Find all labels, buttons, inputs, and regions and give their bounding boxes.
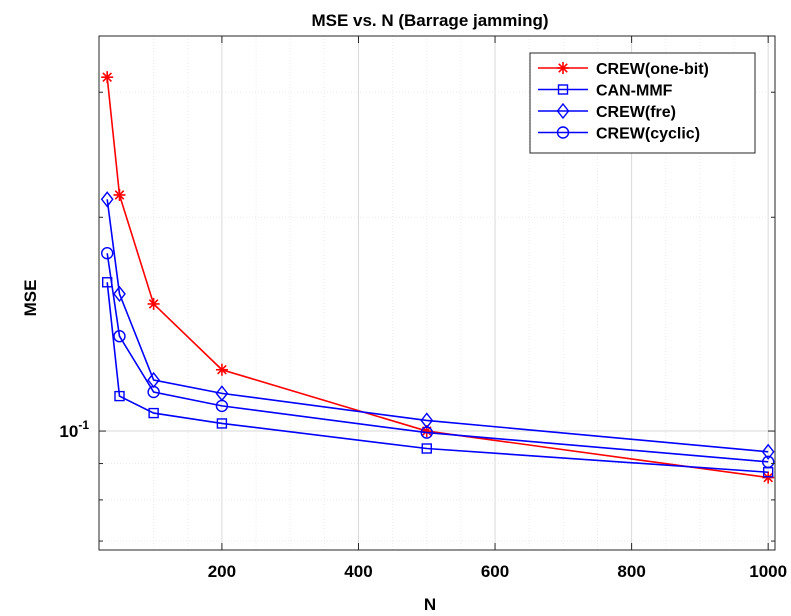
legend-item-crew-cyclic: CREW(cyclic) (538, 126, 700, 143)
data-point-crew-one-bit (215, 363, 228, 376)
data-point-crew-cyclic (113, 330, 126, 343)
x-tick-label: 400 (344, 562, 372, 581)
series-line-crew-fre (106, 199, 769, 453)
x-axis-label: N (424, 595, 436, 614)
data-point-crew-fre (113, 285, 126, 303)
series-crew-one-bit (101, 71, 775, 484)
legend-swatch-marker (556, 102, 570, 120)
grid (99, 36, 775, 550)
data-point-can-mmf (216, 418, 228, 429)
x-tick-label: 600 (481, 562, 509, 581)
tick-labels: 200 400 600 800 1000 10-1 (59, 418, 787, 581)
legend-swatch-marker (556, 126, 570, 139)
data-point-can-mmf (114, 390, 125, 402)
legend-swatch-marker (557, 84, 569, 95)
plot-frame (98, 35, 776, 551)
data-point-crew-cyclic (147, 385, 160, 399)
x-tick-label: 1000 (749, 562, 787, 581)
data-point-can-mmf (148, 407, 159, 419)
legend: CREW(one-bit) CAN-MMF CREW(fre) CREW(cyclic… (529, 52, 756, 154)
data-point-crew-cyclic (215, 399, 229, 413)
x-tick-label: 800 (617, 562, 645, 581)
legend-item-crew-fre: CREW(fre) (538, 102, 676, 121)
y-tick-label: 10-1 (59, 418, 89, 441)
x-tick-label: 200 (208, 562, 236, 581)
chart-title: MSE vs. N (Barrage jamming) (311, 11, 548, 30)
legend-item-can-mmf: CAN-MMF (538, 83, 673, 100)
series-line-crew-one-bit (106, 77, 769, 479)
legend-label: CREW(cyclic) (596, 126, 700, 143)
data-point-crew-fre (761, 443, 775, 460)
data-point-can-mmf (421, 443, 432, 454)
legend-label: CAN-MMF (596, 83, 673, 100)
series-line-crew-cyclic (106, 253, 769, 463)
legend-label: CREW(one-bit) (596, 61, 709, 78)
series-can-mmf (101, 277, 774, 478)
legend-label: CREW(fre) (596, 104, 676, 121)
data-point-crew-cyclic (100, 247, 114, 260)
data-point-crew-cyclic (761, 455, 775, 469)
data-point-crew-one-bit (762, 471, 775, 484)
series-layer (100, 71, 775, 484)
data-point-crew-cyclic (420, 426, 433, 439)
legend-swatch-marker (557, 62, 569, 74)
y-axis-label: MSE (21, 280, 40, 317)
axis-ticks (99, 36, 775, 550)
data-point-crew-one-bit (113, 188, 126, 201)
data-point-crew-fre (100, 191, 114, 208)
series-line-can-mmf (106, 282, 769, 474)
data-point-crew-one-bit (101, 71, 114, 84)
series-crew-cyclic (100, 247, 775, 469)
legend-item-crew-one-bit: CREW(one-bit) (538, 61, 709, 78)
data-point-crew-one-bit (147, 297, 160, 310)
